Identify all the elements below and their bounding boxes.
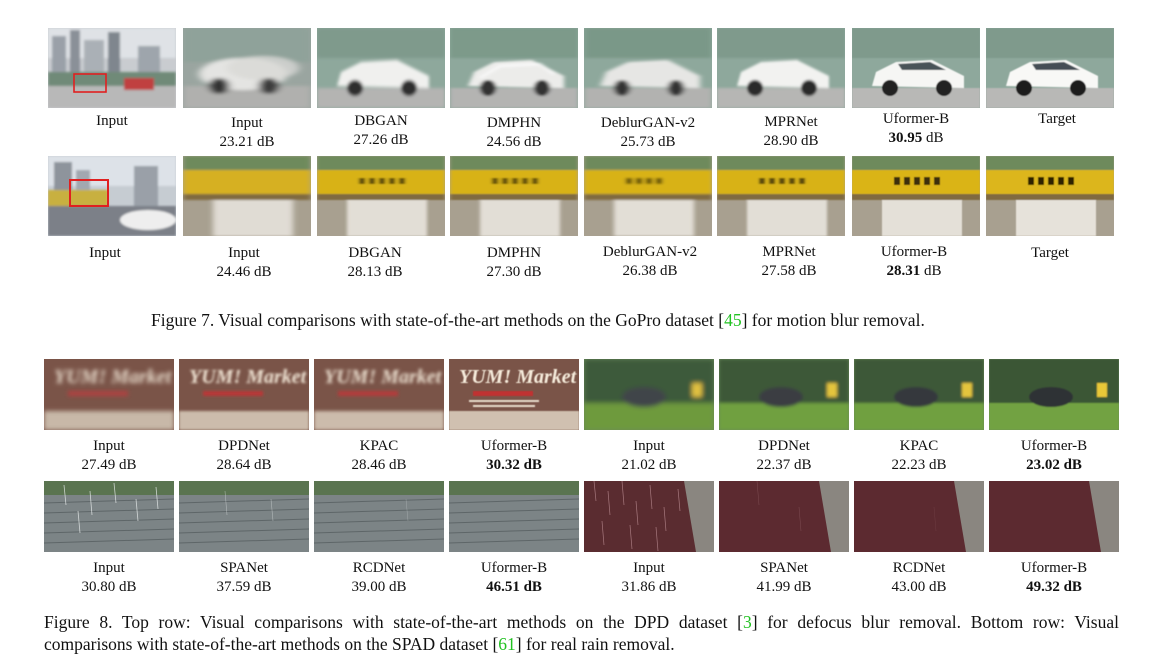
target-sign-thumbnail bbox=[986, 156, 1114, 236]
fig7-r1-label: DeblurGAN-v2 25.73 dB bbox=[600, 115, 696, 150]
spanet-wall-thumbnail bbox=[719, 481, 849, 552]
fig7-r2-label: Uformer-B 28.31 dB bbox=[880, 244, 948, 279]
fig8-r1-label: Input 27.49 dB bbox=[81, 438, 137, 473]
uformer-b-sign-thumbnail bbox=[852, 156, 980, 236]
uformer-b-wall-thumbnail bbox=[989, 481, 1119, 552]
rain-wall-input-thumbnail bbox=[584, 481, 714, 552]
fig8-r2-label: Input 31.86 dB bbox=[621, 560, 677, 595]
fig7-r1-label: Input bbox=[96, 113, 128, 129]
fig7-r2-label: MPRNet 27.58 dB bbox=[761, 244, 817, 279]
fig8-r1-label: Uformer-B 23.02 dB bbox=[1020, 438, 1088, 473]
fig8-r1-label: Uformer-B 30.32 dB bbox=[480, 438, 548, 473]
dbgan-car-thumbnail bbox=[317, 28, 445, 108]
deblurgan-v2-car-thumbnail bbox=[584, 28, 712, 108]
svg-text:YUM! Market: YUM! Market bbox=[324, 366, 443, 388]
fig8-r2-label: SPANet 37.59 dB bbox=[216, 560, 272, 595]
fig7-r1-label: Target bbox=[1038, 111, 1076, 127]
deblurgan-v2-sign-thumbnail bbox=[584, 156, 712, 236]
figure-8-caption: Figure 8. Top row: Visual comparisons wi… bbox=[44, 611, 1119, 655]
fig8-r1-label: Input 21.02 dB bbox=[621, 438, 677, 473]
fig7-r2-label: Target bbox=[1031, 245, 1069, 261]
citation-link[interactable]: 61 bbox=[498, 634, 516, 654]
fig8-r2-label: Uformer-B 46.51 dB bbox=[480, 560, 548, 595]
citation-link[interactable]: 3 bbox=[742, 612, 752, 632]
fig7-r1-label: Uformer-B 30.95 dB bbox=[882, 111, 950, 146]
fig8-r2-label: RCDNet 43.00 dB bbox=[891, 560, 947, 595]
dmphn-car-thumbnail bbox=[450, 28, 578, 108]
defocus-sign-input-thumbnail: YUM! Market bbox=[44, 359, 174, 430]
fig7-r1-label: DBGAN 27.26 dB bbox=[353, 113, 409, 148]
dmphn-sign-thumbnail bbox=[450, 156, 578, 236]
uformer-b-car-thumbnail bbox=[852, 28, 980, 108]
fig7-r2-label: Input bbox=[89, 245, 121, 261]
rain-roof-input-thumbnail bbox=[44, 481, 174, 552]
figure-8-caption-line: comparisons with state-of-the-art method… bbox=[44, 634, 675, 654]
fig8-r1-label: DPDNet 28.64 dB bbox=[216, 438, 272, 473]
fig8-r1-label: KPAC 28.46 dB bbox=[351, 438, 407, 473]
rcdnet-roof-thumbnail bbox=[314, 481, 444, 552]
fig8-r2-label: Input 30.80 dB bbox=[81, 560, 137, 595]
gopro-scene-overview-thumbnail bbox=[48, 28, 176, 108]
dpdnet-park-thumbnail bbox=[719, 359, 849, 430]
fig7-r1-label: Input 23.21 dB bbox=[219, 115, 275, 150]
svg-text:YUM! Market: YUM! Market bbox=[54, 366, 173, 388]
target-car-thumbnail bbox=[986, 28, 1114, 108]
figure-7-caption: Figure 7. Visual comparisons with state-… bbox=[151, 310, 925, 330]
fig7-r1-label: DMPHN 24.56 dB bbox=[486, 115, 542, 150]
dbgan-sign-thumbnail bbox=[317, 156, 445, 236]
dpdnet-sign-thumbnail: YUM! Market bbox=[179, 359, 309, 430]
motion-blurred-car-thumbnail bbox=[183, 28, 311, 108]
fig8-r1-label: DPDNet 22.37 dB bbox=[756, 438, 812, 473]
blurred-sign-thumbnail bbox=[183, 156, 311, 236]
fig7-r2-label: DBGAN 28.13 dB bbox=[347, 245, 403, 280]
fig7-r2-label: DMPHN 27.30 dB bbox=[486, 245, 542, 280]
uformer-b-sign-defocus-thumbnail: YUM! Market bbox=[449, 359, 579, 430]
mprnet-sign-thumbnail bbox=[717, 156, 845, 236]
uformer-b-park-thumbnail bbox=[989, 359, 1119, 430]
citation-link[interactable]: 45 bbox=[724, 310, 742, 330]
defocus-park-input-thumbnail bbox=[584, 359, 714, 430]
fig8-r2-label: Uformer-B 49.32 dB bbox=[1020, 560, 1088, 595]
svg-text:YUM! Market: YUM! Market bbox=[189, 366, 308, 388]
figure-8-caption-line: Figure 8. Top row: Visual comparisons wi… bbox=[44, 612, 1119, 632]
fig8-r2-label: SPANet 41.99 dB bbox=[756, 560, 812, 595]
fig8-r1-label: KPAC 22.23 dB bbox=[891, 438, 947, 473]
kpac-sign-thumbnail: YUM! Market bbox=[314, 359, 444, 430]
rcdnet-wall-thumbnail bbox=[854, 481, 984, 552]
fig8-r2-label: RCDNet 39.00 dB bbox=[351, 560, 407, 595]
svg-text:YUM! Market: YUM! Market bbox=[459, 366, 578, 388]
fig7-r2-label: Input 24.46 dB bbox=[216, 245, 272, 280]
mprnet-car-thumbnail bbox=[717, 28, 845, 108]
spanet-roof-thumbnail bbox=[179, 481, 309, 552]
kpac-park-thumbnail bbox=[854, 359, 984, 430]
uformer-b-roof-thumbnail bbox=[449, 481, 579, 552]
fig7-r1-label: MPRNet 28.90 dB bbox=[763, 114, 819, 149]
gopro-street-overview-thumbnail bbox=[48, 156, 176, 236]
fig7-r2-label: DeblurGAN-v2 26.38 dB bbox=[602, 244, 698, 279]
